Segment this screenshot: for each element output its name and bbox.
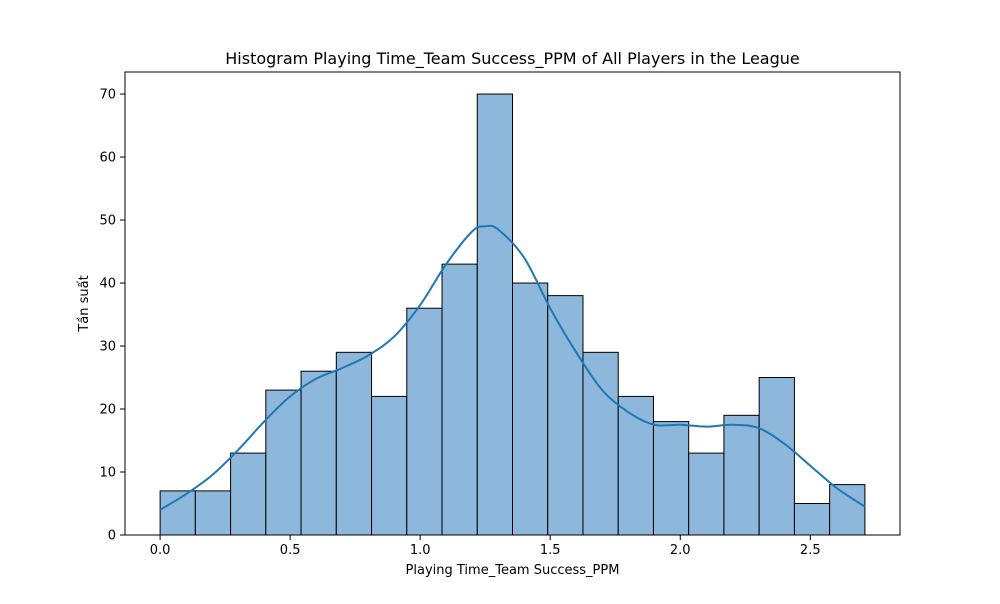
y-tick-label: 0 (108, 529, 116, 544)
kde-layer (159, 224, 866, 511)
x-axis-label: Playing Time_Team Success_PPM (406, 563, 620, 578)
histogram-bar-4 (265, 389, 302, 536)
x-tick-label: 2.0 (670, 543, 691, 558)
histogram-bar-10 (476, 93, 513, 536)
histogram-bar-18 (758, 377, 795, 536)
histogram-bar-7 (371, 395, 408, 536)
y-axis-ticks: 0 10 20 30 40 50 60 70 (99, 88, 125, 544)
histogram-bar-6 (335, 351, 373, 536)
histogram-bar-1 (159, 490, 196, 536)
bars-layer (159, 93, 866, 536)
histogram-bar-16 (688, 452, 725, 536)
histogram-bar-12 (547, 295, 584, 536)
histogram-bar-9 (441, 263, 478, 536)
y-tick-label: 70 (99, 88, 116, 103)
y-tick-label: 60 (99, 151, 116, 166)
y-axis-label: Tần suất (77, 275, 92, 332)
y-tick-label: 40 (99, 277, 116, 292)
histogram-bar-13 (582, 351, 619, 536)
kde-curve (159, 224, 866, 511)
histogram-bar-5 (300, 370, 337, 536)
x-tick-label: 0.0 (150, 543, 171, 558)
x-tick-label: 2.5 (800, 543, 821, 558)
histogram-bar-3 (230, 452, 267, 536)
x-tick-label: 0.5 (280, 543, 301, 558)
x-tick-label: 1.0 (410, 543, 431, 558)
histogram-bar-14 (617, 395, 654, 536)
histogram-bar-8 (406, 307, 443, 536)
y-tick-label: 50 (99, 214, 116, 229)
y-tick-label: 10 (99, 466, 116, 481)
histogram-bar-19 (793, 503, 831, 536)
x-tick-label: 1.5 (540, 543, 561, 558)
histogram-bar-15 (652, 421, 690, 536)
y-tick-label: 20 (99, 403, 116, 418)
y-tick-label: 30 (99, 340, 116, 355)
histogram-bar-2 (194, 490, 232, 536)
histogram-bar-17 (723, 414, 760, 536)
x-axis-ticks: 0.0 0.5 1.0 1.5 2.0 2.5 (150, 535, 821, 558)
histogram-bar-20 (829, 484, 866, 536)
plot-frame (124, 71, 901, 536)
histogram-bar-11 (512, 282, 549, 536)
chart-title: Histogram Playing Time_Team Success_PPM … (225, 49, 799, 69)
